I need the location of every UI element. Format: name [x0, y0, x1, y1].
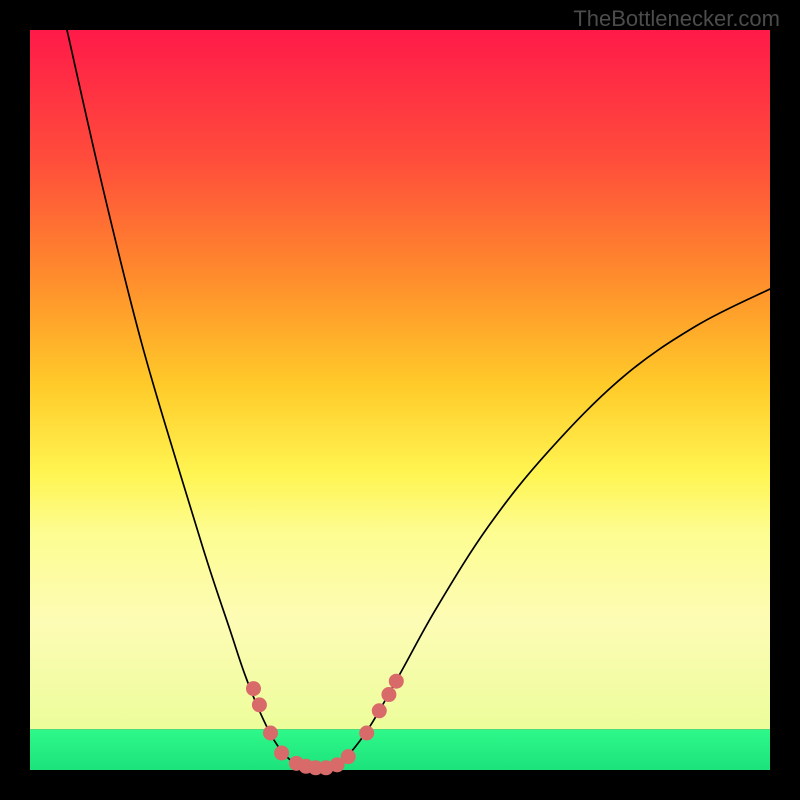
bottleneck-chart: TheBottlenecker.com: [0, 0, 800, 800]
data-marker: [341, 750, 355, 764]
watermark-text: TheBottlenecker.com: [573, 6, 780, 31]
green-band: [30, 729, 770, 770]
data-marker: [264, 726, 278, 740]
data-marker: [246, 682, 260, 696]
gradient-background: [30, 30, 770, 622]
data-marker: [389, 674, 403, 688]
data-marker: [372, 704, 386, 718]
data-marker: [275, 746, 289, 760]
data-marker: [382, 688, 396, 702]
data-marker: [252, 698, 266, 712]
data-marker: [360, 726, 374, 740]
